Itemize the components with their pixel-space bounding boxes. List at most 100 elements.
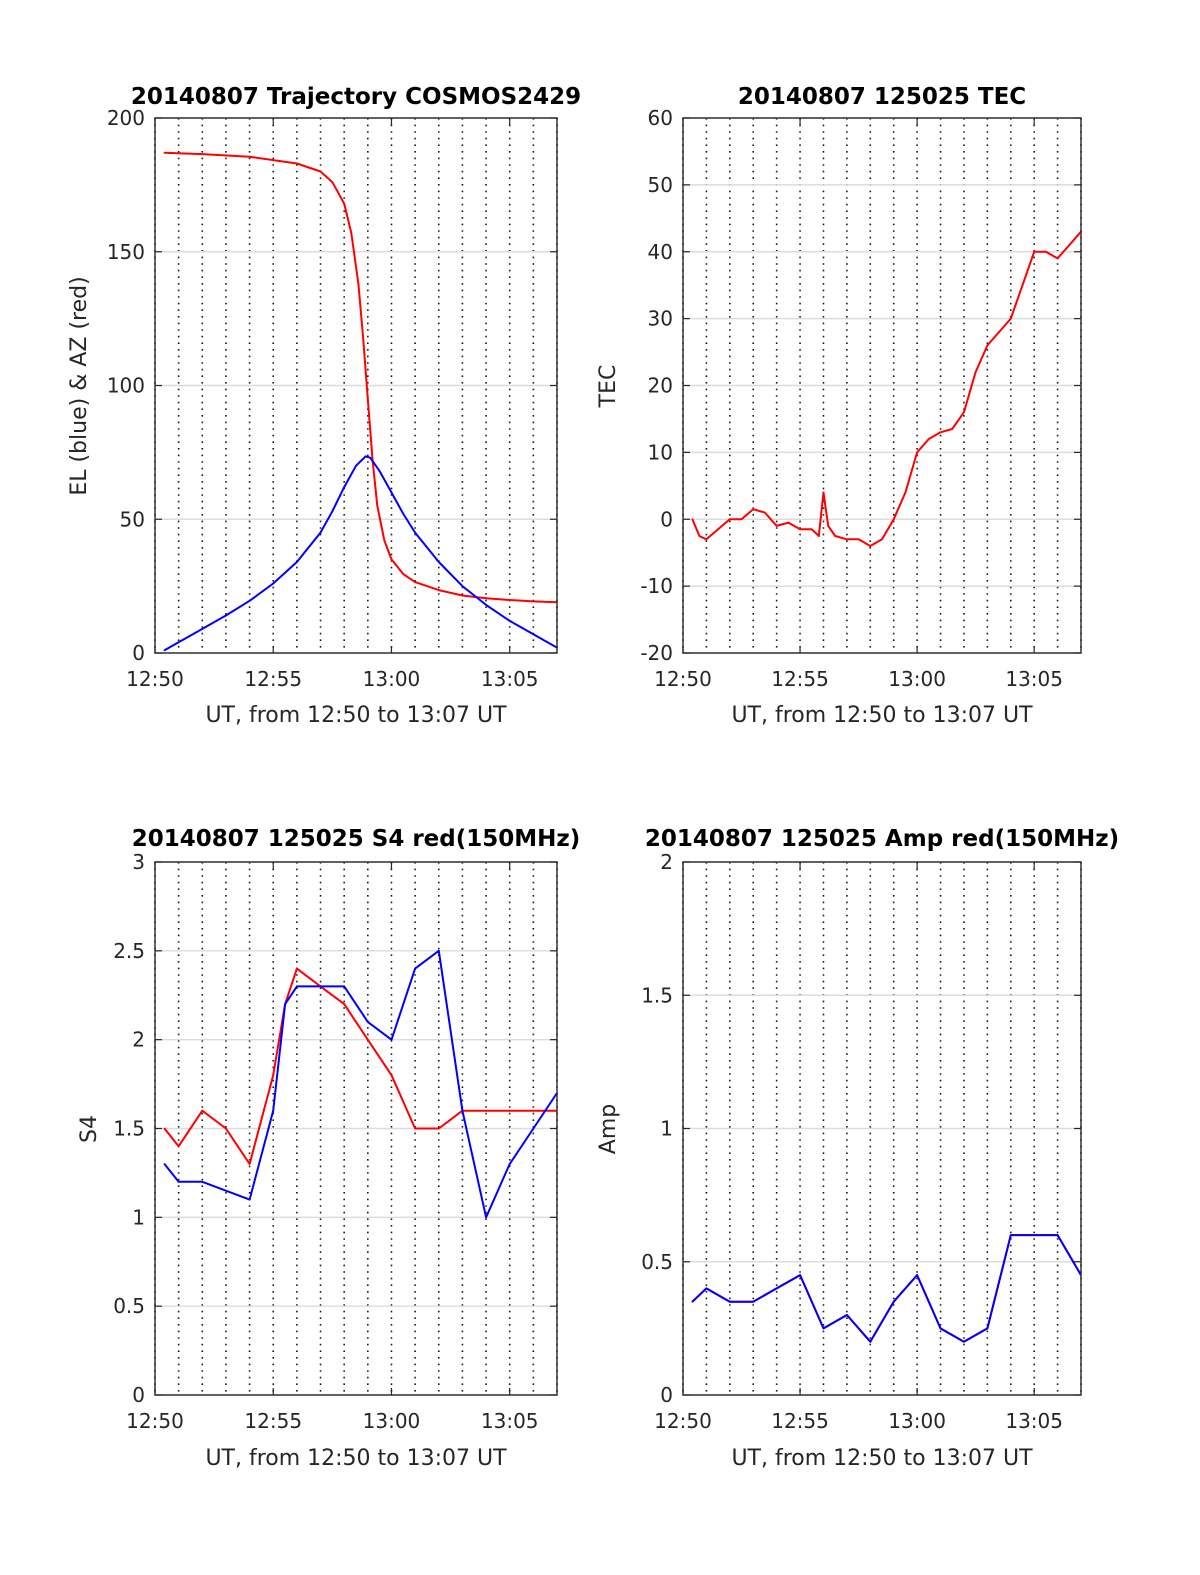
trajectory-point [201,153,204,156]
tec-point [974,371,977,373]
amp-point [939,1327,942,1330]
tec-ytick-label: 30 [648,307,673,331]
amp-point [846,1314,848,1316]
trajectory-xlabel: UT, from 12:50 to 13:07 UT [205,703,507,728]
trajectory-ytick-label: 100 [107,374,145,398]
amp-point [986,1327,989,1330]
tec-point [846,538,848,541]
s4-ytick-label: 3 [132,850,145,874]
s4-xtick-label: 13:05 [481,1409,539,1433]
tec-point [927,438,930,440]
trajectory-xtick-label: 13:00 [363,667,421,691]
s4-point [414,967,416,970]
tec-ytick-label: 40 [648,240,673,264]
trajectory-point [343,202,346,205]
amp-point [799,1274,801,1276]
tec-ytick-label: 10 [648,440,673,464]
trajectory-xtick-label: 12:55 [244,667,302,691]
amp-point [822,1327,825,1330]
s4-point [201,1109,204,1112]
tec-ytick-label: 0 [660,507,673,531]
trajectory-point [461,585,464,587]
s4-point [485,1216,487,1219]
tec-point [691,518,694,521]
amp-xlabel: UT, from 12:50 to 13:07 UT [731,1446,1033,1471]
trajectory-point [163,151,166,154]
amp-title: 20140807 125025 Amp red(150MHz) [645,826,1119,852]
amp-xtick-label: 12:50 [654,1409,712,1433]
tec-point [717,528,719,531]
amp-xtick-label: 13:00 [888,1409,946,1433]
s4-point [163,1163,166,1165]
s4-ytick-label: 1.5 [113,1117,145,1141]
amp-point [691,1300,694,1303]
s4-panel: 20140807 125025 S4 red(150MHz) UT, from … [77,826,580,1471]
s4-point [485,1109,487,1112]
s4-point [508,1109,511,1112]
tec-point [810,528,813,531]
tec-point [799,528,801,531]
amp-point [892,1300,895,1303]
trajectory-point [163,649,166,652]
amp-point [728,1300,731,1303]
trajectory-point [437,561,440,563]
trajectory-point [331,181,334,184]
trajectory-point [390,558,393,561]
tec-point [698,535,701,537]
trajectory-point [177,641,180,644]
tec-point [1056,257,1059,260]
amp-xtick-label: 12:55 [771,1409,829,1433]
s4-point [319,985,322,988]
tec-point [1009,317,1012,320]
tec-point [740,518,743,521]
amp-point [963,1340,965,1343]
amp-ytick-label: 0.5 [641,1250,673,1274]
tec-ylabel: TEC [596,365,621,409]
tec-point [869,545,872,547]
tec-point [916,451,918,454]
amp-point [775,1287,778,1290]
trajectory-panel: 20140807 Trajectory COSMOS2429 UT, from … [67,84,581,728]
trajectory-point [414,581,416,583]
s4-point [248,1163,251,1165]
trajectory-point [272,582,275,585]
tec-point [775,525,778,527]
s4-point [414,1127,416,1130]
tec-point [787,521,790,524]
s4-point [201,1180,204,1183]
trajectory-point [248,599,251,602]
trajectory-point [331,510,334,513]
tec-point [1033,250,1036,253]
trajectory-point [402,513,405,515]
s4-point [532,1127,535,1130]
trajectory-point [508,620,511,622]
trajectory-point [248,155,251,158]
tec-point [764,511,766,514]
tec-ytick-label: 60 [648,106,673,130]
amp-xtick-label: 13:05 [1005,1409,1063,1433]
trajectory-point [364,455,367,458]
tec-point [904,491,907,494]
tec-point [834,535,837,537]
trajectory-point [461,594,464,597]
trajectory-point [532,633,535,636]
amp-panel: 20140807 125025 Amp red(150MHz) UT, from… [596,826,1119,1471]
tec-ytick-label: -20 [640,641,673,665]
trajectory-xtick-label: 13:05 [481,667,539,691]
s4-point [163,1127,166,1130]
trajectory-point [350,232,353,234]
s4-ylabel: S4 [77,1115,102,1143]
s4-point [225,1189,227,1192]
trajectory-point [485,597,487,600]
trajectory-point [319,531,322,534]
trajectory-point [343,486,346,488]
s4-point [461,1109,464,1112]
amp-point [705,1287,708,1290]
tec-point [822,491,825,494]
tec-ytick-label: 20 [648,374,673,398]
tec-point [728,518,731,521]
tec-point [1068,244,1071,247]
trajectory-point [390,491,393,494]
s4-title: 20140807 125025 S4 red(150MHz) [132,826,581,852]
